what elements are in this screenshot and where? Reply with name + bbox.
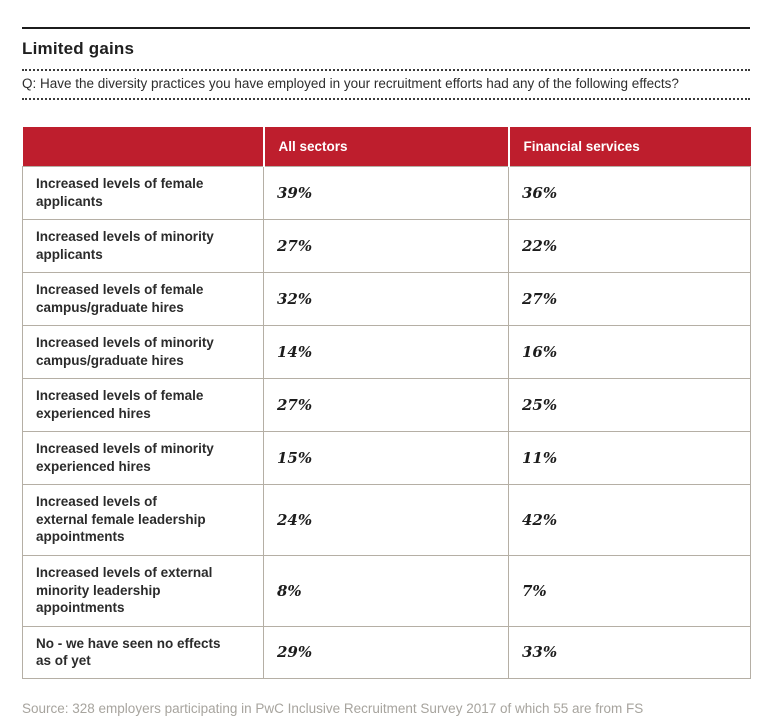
table-row: No - we have seen no effects as of yet 2…	[22, 625, 751, 679]
financial-services-value: 36%	[508, 165, 751, 220]
financial-services-value: 11%	[508, 430, 751, 485]
all-sectors-value: 32%	[263, 271, 509, 326]
report-page: Limited gains Q: Have the diversity prac…	[22, 27, 751, 716]
source-note: Source: 328 employers participating in P…	[22, 700, 644, 716]
results-table: All sectors Financial services Increased…	[22, 127, 751, 679]
row-label: Increased levels of minority experienced…	[22, 430, 264, 485]
all-sectors-value: 27%	[263, 218, 509, 273]
table-row: Increased levels of female campus/gradua…	[22, 271, 751, 326]
table-row: Increased levels of female experienced h…	[22, 377, 751, 432]
row-label: No - we have seen no effects as of yet	[22, 625, 264, 679]
all-sectors-value: 15%	[263, 430, 509, 485]
all-sectors-value: 39%	[263, 165, 509, 220]
table-row: Increased levels of external female lead…	[22, 483, 751, 556]
table-row: Increased levels of minority applicants …	[22, 218, 751, 273]
dotted-rule-bottom	[22, 98, 750, 100]
table-row: Increased levels of external minority le…	[22, 554, 751, 627]
top-rule	[22, 27, 750, 29]
all-sectors-value: 29%	[263, 625, 509, 679]
column-header-all-sectors: All sectors	[262, 127, 509, 166]
all-sectors-value: 14%	[263, 324, 509, 379]
question-text: Q: Have the diversity practices you have…	[22, 76, 679, 91]
table-header-row: All sectors Financial services	[22, 127, 751, 166]
column-header-empty	[22, 127, 264, 166]
row-label: Increased levels of minority applicants	[22, 218, 264, 273]
row-label: Increased levels of external female lead…	[22, 483, 264, 556]
table-row: Increased levels of female applicants 39…	[22, 165, 751, 220]
row-label: Increased levels of female campus/gradua…	[22, 271, 264, 326]
row-label: Increased levels of female experienced h…	[22, 377, 264, 432]
all-sectors-value: 24%	[263, 483, 509, 556]
page-title: Limited gains	[22, 39, 135, 58]
row-label: Increased levels of minority campus/grad…	[22, 324, 264, 379]
financial-services-value: 42%	[508, 483, 751, 556]
all-sectors-value: 8%	[263, 554, 509, 627]
financial-services-value: 22%	[508, 218, 751, 273]
financial-services-value: 16%	[508, 324, 751, 379]
all-sectors-value: 27%	[263, 377, 509, 432]
table-row: Increased levels of minority experienced…	[22, 430, 751, 485]
financial-services-value: 33%	[508, 625, 751, 679]
financial-services-value: 25%	[508, 377, 751, 432]
column-header-financial-services: Financial services	[507, 127, 751, 166]
dotted-rule-top	[22, 69, 750, 71]
table-row: Increased levels of minority campus/grad…	[22, 324, 751, 379]
financial-services-value: 7%	[508, 554, 751, 627]
financial-services-value: 27%	[508, 271, 751, 326]
row-label: Increased levels of external minority le…	[22, 554, 264, 627]
row-label: Increased levels of female applicants	[22, 165, 264, 220]
